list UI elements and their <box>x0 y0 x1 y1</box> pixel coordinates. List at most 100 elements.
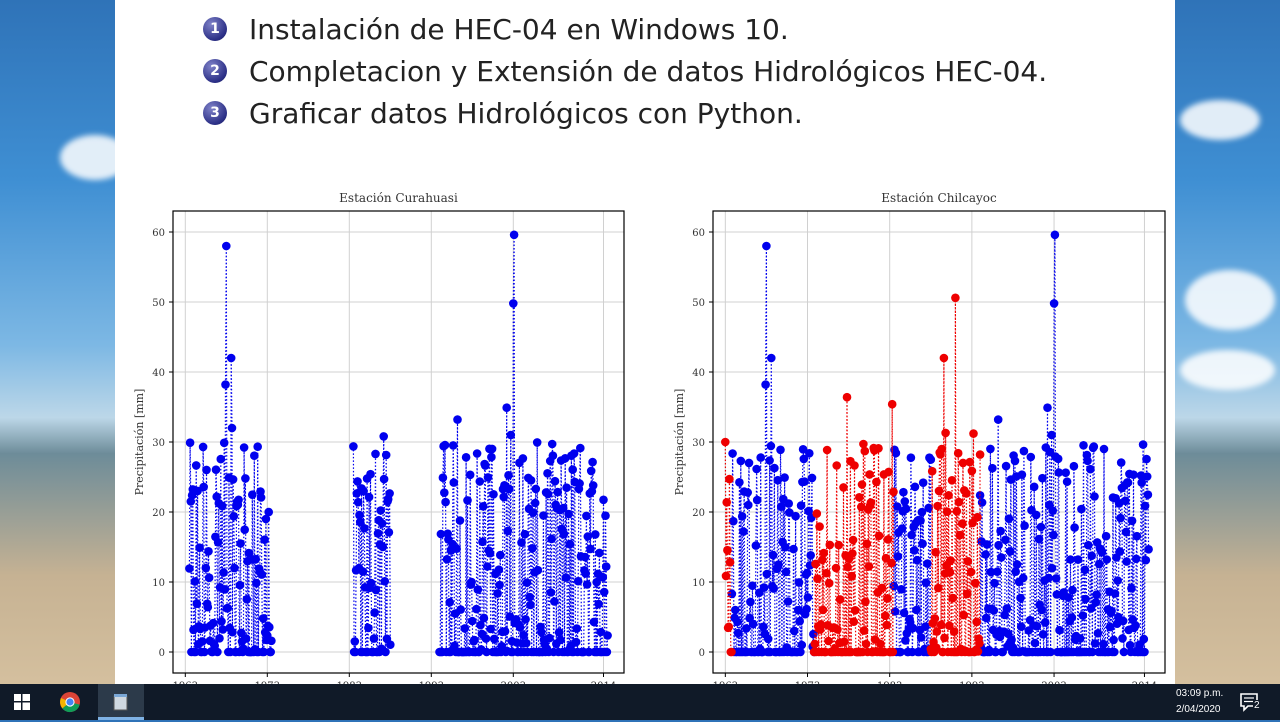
data-point <box>981 550 990 559</box>
data-point <box>847 571 857 581</box>
data-point <box>900 497 910 506</box>
data-point <box>502 403 512 413</box>
data-point <box>219 438 229 448</box>
wallpaper-cloud <box>1180 100 1260 140</box>
data-point <box>493 589 502 598</box>
data-point <box>353 497 363 507</box>
data-point <box>223 603 232 613</box>
data-point <box>1037 605 1046 615</box>
data-point <box>933 501 942 511</box>
data-point <box>386 640 395 649</box>
data-point <box>355 517 365 527</box>
taskbar <box>0 684 1280 720</box>
data-point <box>942 507 952 516</box>
data-point <box>899 608 909 618</box>
data-point <box>966 567 976 577</box>
data-point <box>822 568 831 578</box>
data-point <box>881 553 891 563</box>
data-point <box>1050 230 1060 240</box>
start-button[interactable] <box>0 684 44 720</box>
data-point <box>796 647 805 657</box>
data-point <box>436 529 446 539</box>
data-point <box>1048 506 1057 515</box>
taskbar-chrome[interactable] <box>48 684 92 720</box>
data-point <box>364 492 374 502</box>
data-point <box>1017 470 1027 480</box>
data-point <box>768 550 778 560</box>
data-point <box>376 506 386 515</box>
data-point <box>377 519 387 528</box>
data-point <box>582 580 592 589</box>
wallpaper-cloud <box>1185 270 1275 330</box>
data-point <box>812 509 822 518</box>
data-point <box>520 529 530 539</box>
data-point <box>735 478 744 487</box>
taskbar-notepad[interactable] <box>98 684 144 720</box>
data-point <box>825 540 835 550</box>
y-tick-label: 50 <box>692 298 705 309</box>
data-point <box>872 477 881 487</box>
data-point <box>784 499 793 508</box>
data-point <box>532 438 542 447</box>
data-point <box>763 634 773 644</box>
data-point <box>1131 621 1140 630</box>
data-point <box>561 573 571 582</box>
data-point <box>744 458 754 468</box>
data-point <box>244 548 254 558</box>
data-point <box>791 511 800 521</box>
data-point <box>379 474 389 484</box>
data-point <box>553 487 562 497</box>
data-point <box>253 442 262 452</box>
data-point <box>921 578 931 587</box>
data-point <box>360 524 369 533</box>
y-tick-label: 60 <box>152 228 165 239</box>
data-point <box>923 559 932 568</box>
data-point <box>1031 510 1041 520</box>
data-point <box>1002 604 1012 613</box>
data-point <box>1016 622 1026 631</box>
data-point <box>1075 634 1085 643</box>
data-point <box>849 617 859 626</box>
data-point <box>1038 630 1048 639</box>
data-point <box>737 512 747 521</box>
data-point <box>547 439 557 449</box>
data-point <box>237 628 246 638</box>
data-point <box>440 440 450 450</box>
data-point <box>977 498 987 507</box>
data-point <box>934 486 944 496</box>
data-point <box>533 565 543 575</box>
data-point <box>195 543 204 552</box>
data-point <box>266 647 276 657</box>
data-point <box>381 450 391 460</box>
data-point <box>927 466 937 476</box>
data-point <box>1053 454 1063 464</box>
data-point <box>384 528 394 537</box>
data-point <box>888 647 898 657</box>
data-point <box>499 492 509 502</box>
data-point <box>874 531 884 541</box>
data-point <box>591 530 600 539</box>
data-point <box>241 474 250 483</box>
data-point <box>795 616 804 626</box>
data-point <box>1067 613 1077 622</box>
system-clock[interactable]: 03:09 p.m. 2/04/2020 <box>1176 684 1232 722</box>
notifications-button[interactable]: 2 <box>1236 689 1266 715</box>
data-point <box>472 604 481 614</box>
data-point <box>876 639 885 649</box>
data-point <box>789 626 799 636</box>
data-point <box>1080 565 1090 575</box>
data-point <box>721 437 730 447</box>
data-point <box>1047 563 1057 573</box>
data-point <box>803 593 813 602</box>
data-point <box>887 399 897 409</box>
data-point <box>1073 555 1083 564</box>
data-point <box>794 605 803 615</box>
bullet-number-3: 3 <box>203 101 227 125</box>
data-point <box>212 492 221 502</box>
data-point <box>461 453 471 462</box>
data-point <box>813 574 822 583</box>
data-point <box>743 488 752 497</box>
data-point <box>975 450 985 459</box>
data-point <box>765 456 774 465</box>
